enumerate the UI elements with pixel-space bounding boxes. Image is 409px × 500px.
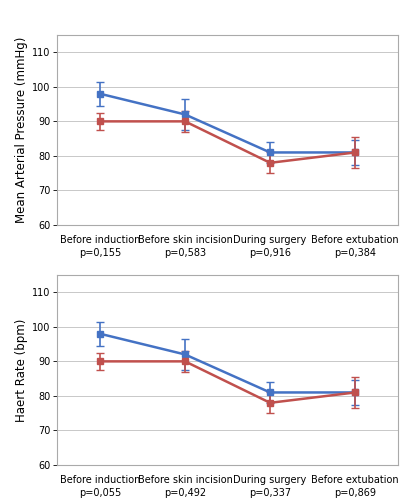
Legend: Group 1, Group 2: Group 1, Group 2	[140, 303, 314, 322]
Y-axis label: Mean Arterial Pressure (mmHg): Mean Arterial Pressure (mmHg)	[15, 37, 28, 223]
Y-axis label: Haert Rate (bpm): Haert Rate (bpm)	[15, 318, 28, 422]
